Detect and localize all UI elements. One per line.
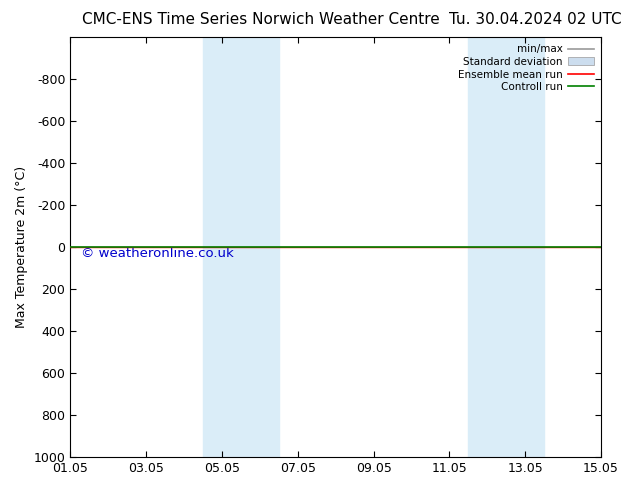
Text: © weatheronline.co.uk: © weatheronline.co.uk [81, 247, 234, 260]
Legend: min/max, Standard deviation, Ensemble mean run, Controll run: min/max, Standard deviation, Ensemble me… [456, 42, 596, 94]
Y-axis label: Max Temperature 2m (°C): Max Temperature 2m (°C) [15, 166, 28, 328]
Bar [469, 37, 544, 457]
Text: Tu. 30.04.2024 02 UTC: Tu. 30.04.2024 02 UTC [449, 12, 621, 27]
Text: CMC-ENS Time Series Norwich Weather Centre: CMC-ENS Time Series Norwich Weather Cent… [82, 12, 440, 27]
Bar [203, 37, 279, 457]
